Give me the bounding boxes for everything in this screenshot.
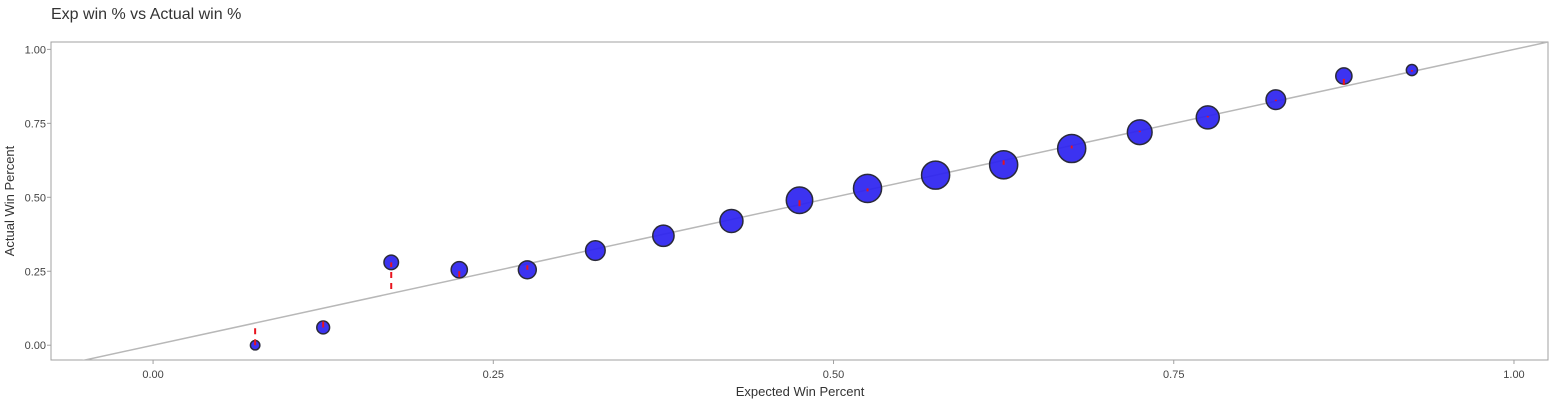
x-tick-label: 0.75 (1163, 369, 1184, 381)
data-point (652, 224, 675, 248)
y-tick-label: 1.00 (25, 44, 46, 56)
y-tick-label: 0.25 (25, 266, 46, 278)
data-point (450, 260, 469, 279)
x-axis-label: Expected Win Percent (736, 384, 865, 399)
y-axis: 0.00 0.25 0.50 0.75 1.00 (25, 44, 51, 352)
x-tick-label: 0.00 (142, 369, 163, 381)
data-point (920, 160, 951, 190)
y-axis-label: Actual Win Percent (2, 145, 17, 256)
y-tick-label: 0.00 (25, 340, 46, 352)
x-tick-label: 1.00 (1503, 369, 1524, 381)
data-point (584, 239, 606, 262)
x-axis: 0.00 0.25 0.50 0.75 1.00 (142, 360, 1525, 381)
x-tick-label: 0.50 (823, 369, 844, 381)
plot-frame (50, 41, 1549, 361)
y-tick-label: 0.50 (25, 192, 46, 204)
chart-title: Exp win % vs Actual win % (51, 6, 242, 23)
data-point (719, 208, 744, 234)
y-tick-label: 0.75 (25, 118, 46, 130)
data-point (1265, 89, 1287, 111)
x-tick-label: 0.25 (483, 369, 504, 381)
